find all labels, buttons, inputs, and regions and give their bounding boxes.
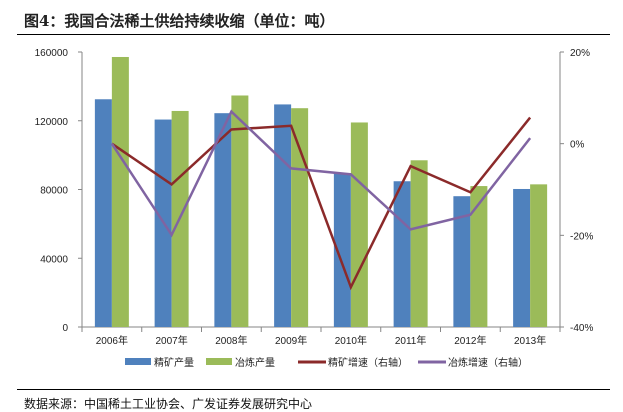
legend-label: 冶炼增速（右轴） — [448, 356, 528, 369]
left-tick-label: 0 — [62, 323, 68, 334]
legend-swatch — [206, 358, 232, 365]
x-tick-label: 2010年 — [335, 334, 367, 347]
x-tick-label: 2006年 — [96, 334, 128, 347]
x-tick-label: 2011年 — [395, 334, 427, 347]
line-smelting-growth — [110, 109, 532, 238]
bar-concentrate — [94, 99, 112, 327]
left-tick-label: 160000 — [35, 48, 69, 59]
bar-concentrate — [214, 113, 232, 327]
right-tick-label: -20% — [570, 231, 593, 242]
bar-smelting — [470, 186, 488, 327]
right-tick-label: 20% — [570, 48, 590, 59]
legend-swatch — [125, 358, 151, 365]
bar-concentrate — [453, 196, 471, 327]
bar-concentrate — [274, 104, 292, 327]
bar-concentrate — [333, 173, 351, 327]
x-tick-label: 2013年 — [514, 334, 546, 347]
legend-label: 精矿增速（右轴） — [328, 356, 408, 369]
figure-title: 图4：我国合法稀土供给持续收缩（单位：吨） — [24, 12, 335, 30]
left-tick-label: 40000 — [40, 254, 68, 265]
x-tick-label: 2009年 — [275, 334, 307, 347]
x-tick-label: 2012年 — [454, 334, 486, 347]
bar-smelting — [291, 108, 309, 327]
right-tick-label: 0% — [570, 140, 585, 151]
left-tick-label: 80000 — [40, 186, 68, 197]
bar-smelting — [530, 184, 548, 327]
x-tick-label: 2007年 — [156, 334, 188, 347]
bar-concentrate — [393, 181, 411, 327]
title-divider — [17, 34, 610, 35]
source-divider — [17, 389, 610, 390]
x-tick-label: 2008年 — [215, 334, 247, 347]
legend-label: 冶炼产量 — [235, 356, 275, 369]
bar-smelting — [410, 160, 428, 327]
bar-smelting — [111, 56, 129, 327]
bar-smelting — [350, 122, 368, 327]
left-tick-label: 120000 — [35, 117, 69, 128]
line-concentrate-growth — [111, 116, 532, 291]
bar-concentrate — [513, 188, 531, 327]
bar-smelting — [231, 95, 249, 327]
right-tick-label: -40% — [570, 323, 593, 334]
source-note: 数据来源：中国稀土工业协会、广发证券发展研究中心 — [24, 397, 313, 411]
legend-label: 精矿产量 — [154, 356, 194, 369]
